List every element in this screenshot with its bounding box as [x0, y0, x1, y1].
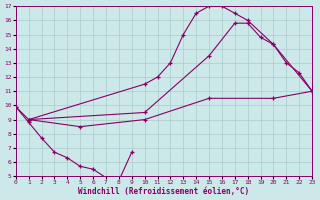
X-axis label: Windchill (Refroidissement éolien,°C): Windchill (Refroidissement éolien,°C) [78, 187, 250, 196]
